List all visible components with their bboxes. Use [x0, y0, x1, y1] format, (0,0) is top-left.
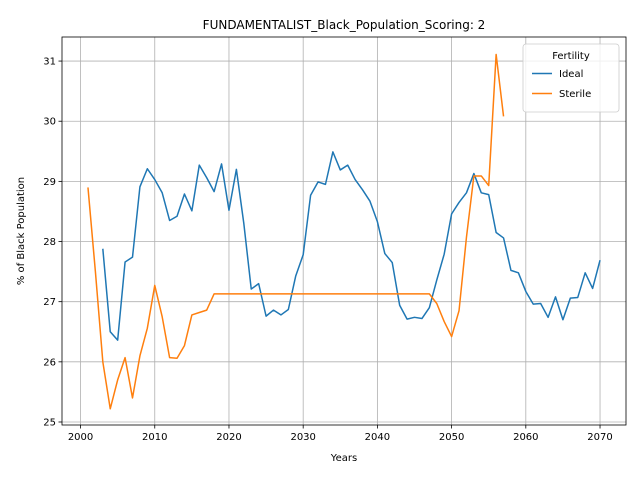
legend: Fertility Ideal Sterile: [522, 43, 620, 113]
plot-frame: [61, 36, 627, 426]
x-tick-label: 2010: [142, 432, 167, 443]
x-axis-ticks: 2000 2010 2020 2030 2040 2050 2060 2070: [68, 425, 613, 443]
x-tick-label: 2000: [68, 432, 93, 443]
y-tick-label: 26: [43, 357, 56, 368]
y-tick-label: 28: [43, 237, 56, 248]
x-tick-label: 2070: [587, 432, 612, 443]
x-tick-label: 2060: [513, 432, 538, 443]
x-tick-label: 2040: [365, 432, 390, 443]
chart-title: FUNDAMENTALIST_Black_Population_Scoring:…: [203, 18, 486, 32]
legend-box: [522, 43, 620, 113]
y-axis-label: % of Black Population: [16, 177, 27, 285]
y-axis-ticks: 25 26 27 28 29 30 31: [43, 57, 62, 428]
legend-entry: Ideal: [559, 69, 583, 80]
y-tick-label: 31: [43, 57, 56, 68]
series-line-ideal: [102, 151, 601, 341]
y-tick-label: 29: [43, 177, 56, 188]
series-lines: [87, 53, 601, 410]
x-tick-label: 2050: [439, 432, 464, 443]
x-tick-label: 2030: [290, 432, 315, 443]
series-line-sterile: [87, 53, 505, 410]
y-tick-label: 25: [43, 417, 56, 428]
y-tick-label: 27: [43, 297, 56, 308]
x-axis-label: Years: [330, 453, 357, 464]
legend-title: Fertility: [552, 51, 590, 62]
x-tick-label: 2020: [216, 432, 241, 443]
y-tick-label: 30: [43, 117, 56, 128]
legend-entry: Sterile: [559, 89, 591, 100]
